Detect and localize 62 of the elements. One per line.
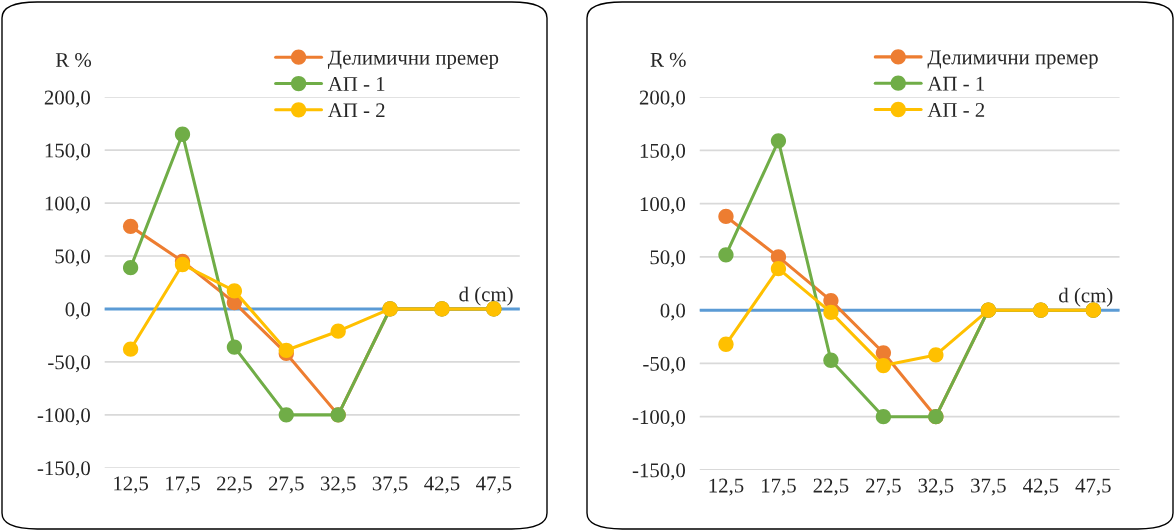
x-tick-label: 27,5 <box>866 478 901 496</box>
y-tick-label: -150,0 <box>37 461 90 479</box>
x-tick-label: 37,5 <box>971 478 1006 496</box>
y-tick-label: -50,0 <box>643 356 686 374</box>
point <box>278 407 294 423</box>
point <box>770 261 787 277</box>
point <box>823 352 839 368</box>
legend-label: Делимични премер <box>327 50 499 69</box>
y-tick-label: 0,0 <box>65 302 90 320</box>
x-tick-label: 32,5 <box>320 476 356 494</box>
x-tick-label: 47,5 <box>1075 478 1111 496</box>
y-tick-label: 200,0 <box>639 90 686 108</box>
point <box>823 304 839 320</box>
y-tick-label: 50,0 <box>650 250 686 268</box>
y-tick-label: 0,0 <box>660 303 686 321</box>
x-axis-title: d (cm) <box>1059 287 1113 307</box>
x-tick-label: 27,5 <box>268 476 304 494</box>
x-tick-label: 17,5 <box>166 476 200 494</box>
y-tick-label: -100,0 <box>37 408 90 426</box>
x-tick-label: 12,5 <box>114 476 149 494</box>
x-tick-label: 12,5 <box>709 478 744 496</box>
y-tick-label: 150,0 <box>45 143 90 161</box>
x-tick-label: 17,5 <box>762 478 796 496</box>
legend-label: АП - 1 <box>327 77 385 91</box>
point <box>226 283 243 299</box>
y-tick-label: -50,0 <box>48 355 90 373</box>
x-tick-label: 22,5 <box>217 476 252 494</box>
legend-label: АП - 1 <box>927 76 984 91</box>
point <box>330 323 346 339</box>
y-tick-label: 100,0 <box>45 196 90 214</box>
y-tick-label: -150,0 <box>632 463 686 481</box>
point <box>718 208 734 225</box>
legend-label: АП - 2 <box>327 103 385 118</box>
point <box>718 336 734 352</box>
x-tick-label: 47,5 <box>476 476 512 494</box>
y-tick-label: 200,0 <box>44 90 90 108</box>
point <box>122 218 139 235</box>
x-tick-label: 22,5 <box>813 478 849 496</box>
x-tick-label: 37,5 <box>372 476 408 494</box>
point <box>174 256 191 273</box>
point <box>122 260 139 276</box>
x-tick-label: 32,5 <box>918 478 954 496</box>
x-tick-label: 42,5 <box>1023 478 1059 496</box>
point <box>875 357 892 374</box>
point <box>875 409 892 425</box>
point <box>174 126 191 142</box>
point <box>770 133 787 149</box>
point <box>226 339 243 355</box>
y-axis-title: R % <box>55 52 92 68</box>
legend-label: Делимични премер <box>927 50 1098 69</box>
y-axis-title: R % <box>650 52 686 67</box>
point <box>278 342 294 358</box>
point <box>928 347 944 363</box>
point <box>122 341 139 357</box>
x-axis-title: d (cm) <box>459 286 513 306</box>
y-tick-label: 50,0 <box>55 249 90 267</box>
y-tick-label: 100,0 <box>640 197 686 215</box>
y-tick-label: 150,0 <box>640 143 686 161</box>
legend-label: АП - 2 <box>927 103 985 117</box>
y-tick-label: -100,0 <box>632 410 686 428</box>
point <box>718 247 734 263</box>
x-tick-label: 42,5 <box>424 476 460 494</box>
